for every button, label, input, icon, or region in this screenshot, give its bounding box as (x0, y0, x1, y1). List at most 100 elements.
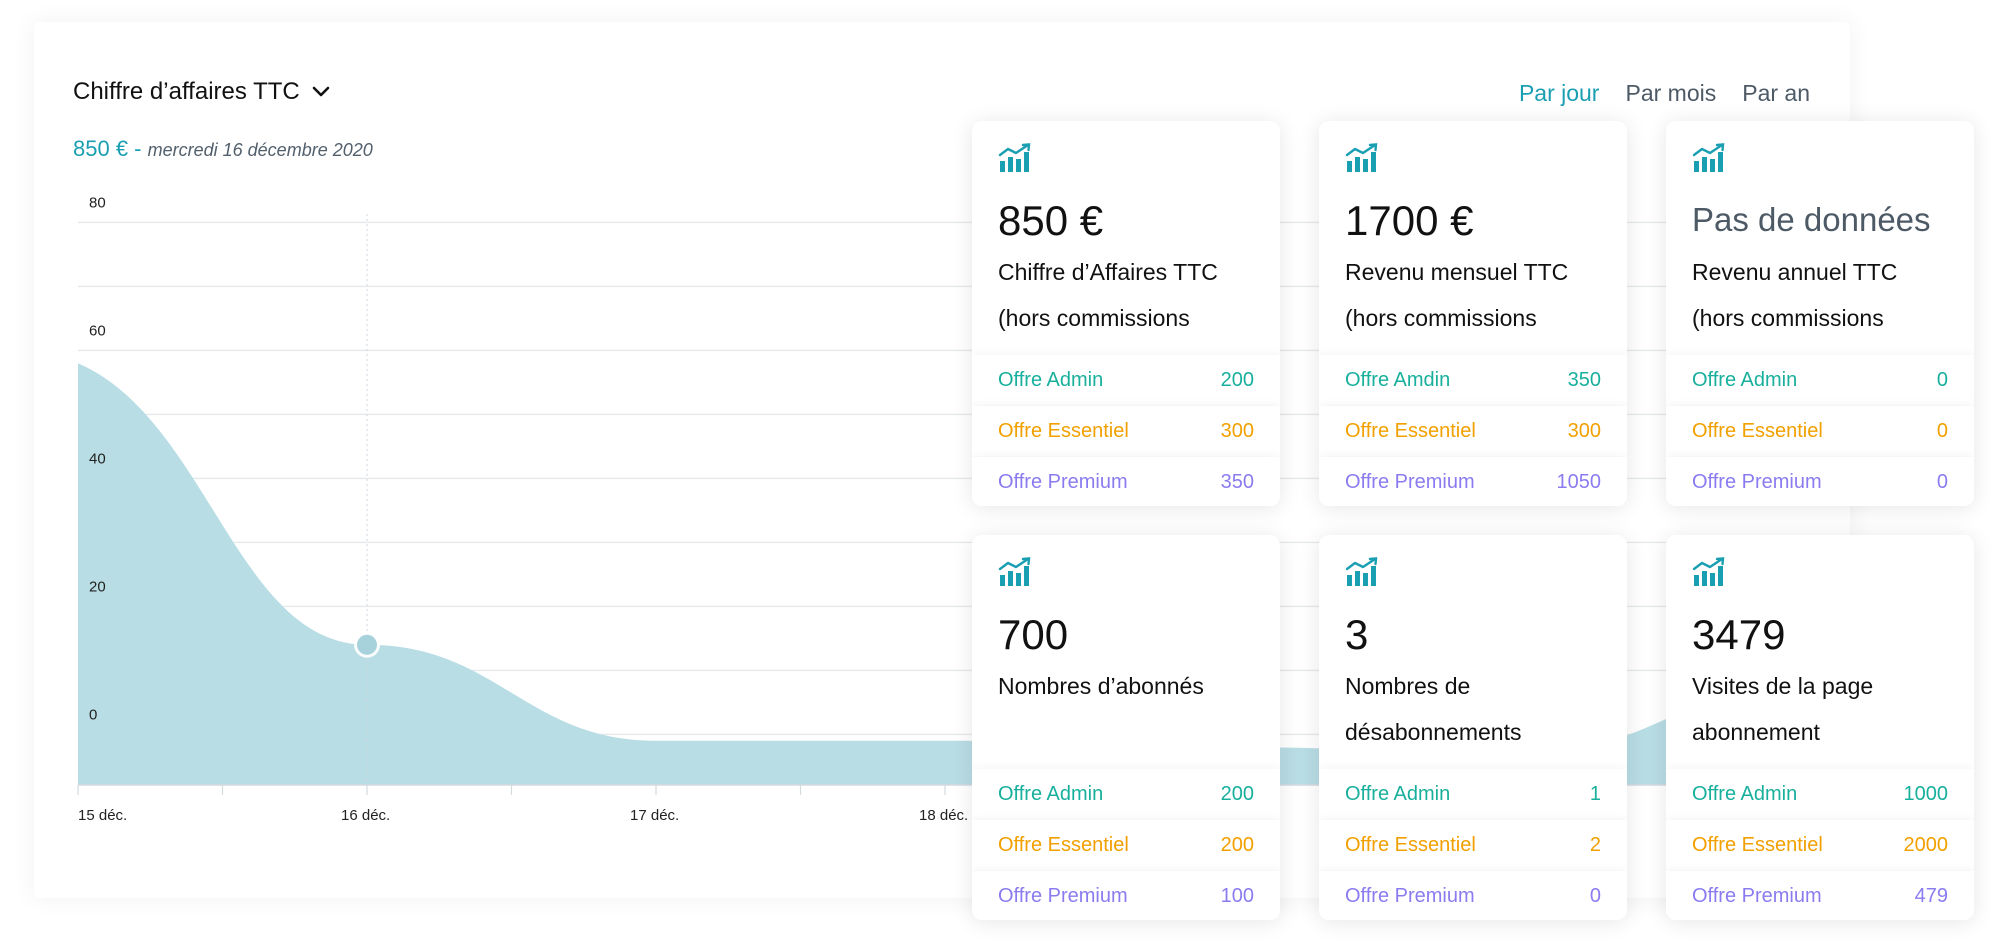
card-chiffre-affaires: 850 € Chiffre d’Affaires TTC (hors commiss… (972, 121, 1280, 506)
row-label: Offre Premium (1345, 470, 1475, 493)
selected-point-date: mercredi 16 décembre 2020 (147, 140, 373, 160)
row-offre-admin: Offre Admin 200 (972, 769, 1280, 819)
card-caption: Chiffre d’Affaires TTC (hors commissions (998, 249, 1268, 341)
y-tick-label: 20 (89, 578, 106, 595)
card-value: 3 (1345, 611, 1369, 658)
card-caption-line2: (hors commissions (1345, 305, 1537, 331)
bar-chart-icon (998, 143, 1031, 172)
row-value: 1050 (1556, 470, 1602, 493)
row-label: Offre Essentiel (1692, 419, 1823, 442)
row-label: Offre Essentiel (998, 833, 1129, 856)
card-caption-line1: Visites de la page (1692, 673, 1874, 699)
selected-point-value: 850 € (73, 136, 129, 161)
row-value: 100 (1220, 884, 1254, 907)
selected-point-summary: 850 € - mercredi 16 décembre 2020 (73, 136, 373, 162)
card-revenu-mensuel: 1700 € Revenu mensuel TTC (hors commission… (1319, 121, 1627, 506)
row-label: Offre Premium (1345, 884, 1475, 907)
row-value: 300 (1567, 419, 1601, 442)
row-label: Offre Admin (1692, 368, 1798, 391)
y-tick-label: 40 (89, 450, 106, 467)
metric-dropdown[interactable]: Chiffre d’affaires TTC (73, 78, 330, 106)
row-offre-essentiel: Offre Essentiel 2 (1319, 820, 1627, 870)
row-label: Offre Essentiel (1345, 419, 1476, 442)
row-label: Offre Amdin (1345, 368, 1451, 391)
x-tick-label: 17 déc. (630, 807, 679, 824)
row-offre-admin: Offre Admin 0 (1666, 355, 1974, 405)
card-caption: Visites de la page abonnement (1692, 663, 1962, 755)
y-tick-label: 80 (89, 194, 106, 211)
card-value: 700 (998, 611, 1069, 658)
bar-chart-icon (1345, 143, 1378, 172)
card-value: 850 € (998, 197, 1104, 244)
row-offre-essentiel: Offre Essentiel 300 (972, 406, 1280, 456)
card-breakdown: Offre Admin 1 Offre Essentiel 2 Offre Premiu… (1319, 769, 1627, 920)
card-nombre-abonnes: 700 Nombres d’abonnés Offre Admin 200 Offre … (972, 535, 1280, 920)
row-label: Offre Premium (998, 884, 1128, 907)
row-value: 350 (1220, 470, 1254, 493)
row-value: 1 (1589, 782, 1601, 805)
row-label: Offre Essentiel (998, 419, 1129, 442)
row-value: 2000 (1903, 833, 1949, 856)
row-value: 350 (1567, 368, 1601, 391)
row-value: 1000 (1903, 782, 1949, 805)
card-caption: Nombres d’abonnés (998, 663, 1268, 709)
x-tick-label: 16 déc. (341, 807, 390, 824)
bar-chart-icon (998, 557, 1031, 586)
y-tick-label: 0 (89, 706, 97, 723)
chevron-down-icon (312, 86, 330, 97)
row-offre-premium: Offre Premium 350 (972, 457, 1280, 506)
card-caption-line2: abonnement (1692, 719, 1820, 745)
card-value: Pas de données (1692, 201, 1931, 238)
bar-chart-icon (1345, 557, 1378, 586)
row-offre-essentiel: Offre Essentiel 300 (1319, 406, 1627, 456)
row-label: Offre Premium (998, 470, 1128, 493)
area-series (78, 363, 1812, 785)
tab-par-an[interactable]: Par an (1742, 80, 1810, 106)
row-offre-essentiel: Offre Essentiel 0 (1666, 406, 1974, 456)
period-tabs: Par jour Par mois Par an (1519, 80, 1810, 107)
highlight-point[interactable] (357, 634, 377, 655)
card-breakdown: Offre Admin 1000 Offre Essentiel 2000 Offre … (1666, 769, 1974, 920)
card-desabonnements: 3 Nombres de désabonnements Offre Admin 1 Off… (1319, 535, 1627, 920)
row-value: 200 (1220, 782, 1254, 805)
row-value: 0 (1589, 884, 1601, 907)
row-offre-premium: Offre Premium 479 (1666, 871, 1974, 920)
tab-par-jour[interactable]: Par jour (1518, 80, 1600, 106)
metric-dropdown-label: Chiffre d’affaires TTC (73, 78, 300, 105)
row-label: Offre Admin (998, 368, 1104, 391)
card-visites-page: 3479 Visites de la page abonnement Offre Ad… (1666, 535, 1974, 920)
bar-chart-icon (1692, 557, 1725, 586)
row-value: 0 (1936, 419, 1948, 442)
card-revenu-annuel: Pas de données Revenu annuel TTC (hors com… (1666, 121, 1974, 506)
row-label: Offre Premium (1692, 470, 1822, 493)
row-offre-premium: Offre Premium 100 (972, 871, 1280, 920)
row-offre-admin: Offre Admin 200 (972, 355, 1280, 405)
card-caption-line2: (hors commissions (998, 305, 1190, 331)
card-caption-line1: Nombres de (1345, 673, 1471, 699)
bar-chart-icon (1692, 143, 1725, 172)
row-value: 0 (1936, 368, 1948, 391)
row-offre-admin: Offre Amdin 350 (1319, 355, 1627, 405)
card-caption-line1: Revenu annuel TTC (1692, 259, 1898, 285)
card-breakdown: Offre Admin 200 Offre Essentiel 200 Offre Pr… (972, 769, 1280, 920)
row-offre-essentiel: Offre Essentiel 200 (972, 820, 1280, 870)
card-caption-line1: Nombres d’abonnés (998, 673, 1204, 699)
card-breakdown: Offre Amdin 350 Offre Essentiel 300 Offre Pr… (1319, 355, 1627, 506)
row-label: Offre Essentiel (1692, 833, 1823, 856)
card-caption-line2: (hors commissions (1692, 305, 1884, 331)
separator: - (128, 136, 148, 161)
row-label: Offre Admin (998, 782, 1104, 805)
card-breakdown: Offre Admin 200 Offre Essentiel 300 Offre Pr… (972, 355, 1280, 506)
row-label: Offre Premium (1692, 884, 1822, 907)
tab-par-mois[interactable]: Par mois (1625, 80, 1717, 106)
row-offre-admin: Offre Admin 1000 (1666, 769, 1974, 819)
card-caption-line2: désabonnements (1345, 719, 1522, 745)
row-offre-premium: Offre Premium 1050 (1319, 457, 1627, 506)
x-tick-label: 15 déc. (78, 807, 127, 824)
card-caption: Revenu annuel TTC (hors commissions (1692, 249, 1962, 341)
row-value: 300 (1220, 419, 1254, 442)
y-tick-label: 60 (89, 322, 106, 339)
row-label: Offre Admin (1692, 782, 1798, 805)
card-caption: Revenu mensuel TTC (hors commissions (1345, 249, 1615, 341)
card-caption: Nombres de désabonnements (1345, 663, 1615, 755)
